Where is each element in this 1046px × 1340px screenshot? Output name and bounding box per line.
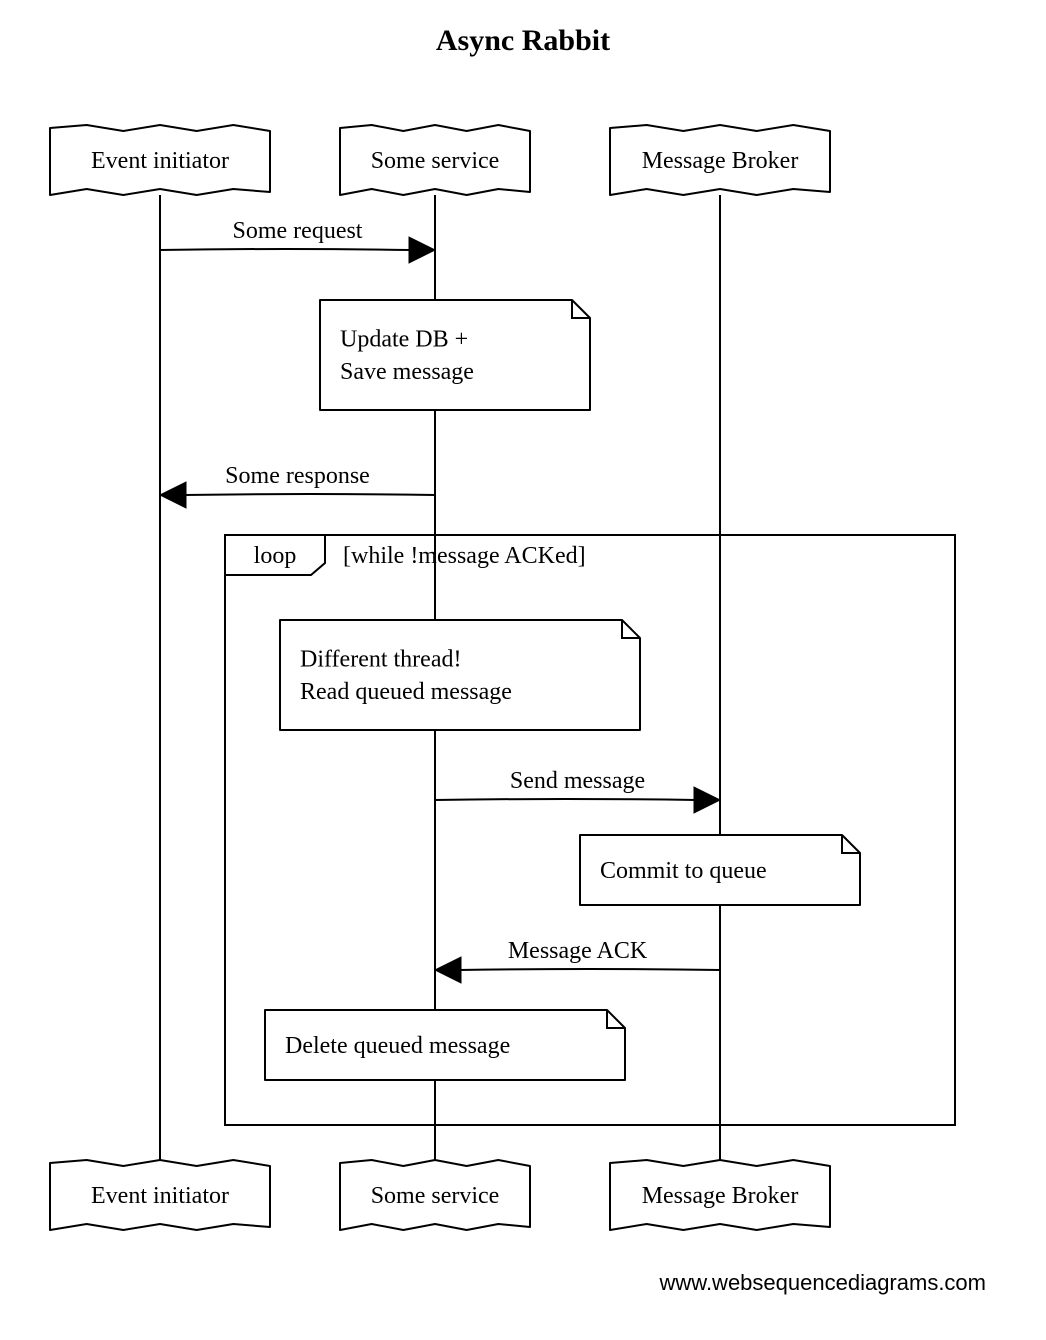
participant-top-label-broker: Message Broker bbox=[642, 148, 799, 174]
message-label-ack: Message ACK bbox=[508, 938, 648, 964]
diagram-title: Async Rabbit bbox=[436, 24, 610, 57]
loop-condition: [while !message ACKed] bbox=[343, 543, 586, 569]
message-ack-line bbox=[459, 969, 720, 970]
participant-top-label-initiator: Event initiator bbox=[91, 148, 229, 174]
footer-attribution: www.websequencediagrams.com bbox=[659, 1270, 987, 1295]
note-note_read-line-1: Read queued message bbox=[300, 679, 512, 705]
message-label-resp: Some response bbox=[225, 463, 370, 489]
note-note_read-line-0: Different thread! bbox=[300, 647, 461, 673]
note-note_update-line-0: Update DB + bbox=[340, 327, 468, 353]
message-label-req: Some request bbox=[233, 218, 363, 244]
participant-bottom-label-initiator: Event initiator bbox=[91, 1183, 229, 1209]
note-note_commit-line-0: Commit to queue bbox=[600, 858, 767, 884]
message-resp-line bbox=[184, 494, 435, 495]
note-note_update-line-1: Save message bbox=[340, 359, 474, 385]
participant-bottom-label-service: Some service bbox=[371, 1183, 500, 1209]
participant-top-label-service: Some service bbox=[371, 148, 500, 174]
note-note_read bbox=[280, 620, 640, 730]
note-note_update bbox=[320, 300, 590, 410]
message-label-send: Send message bbox=[510, 768, 645, 794]
message-req-line bbox=[160, 249, 411, 250]
message-send-line bbox=[435, 799, 696, 800]
participant-bottom-label-broker: Message Broker bbox=[642, 1183, 799, 1209]
loop-label: loop bbox=[254, 543, 297, 569]
note-note_delete-line-0: Delete queued message bbox=[285, 1033, 510, 1059]
